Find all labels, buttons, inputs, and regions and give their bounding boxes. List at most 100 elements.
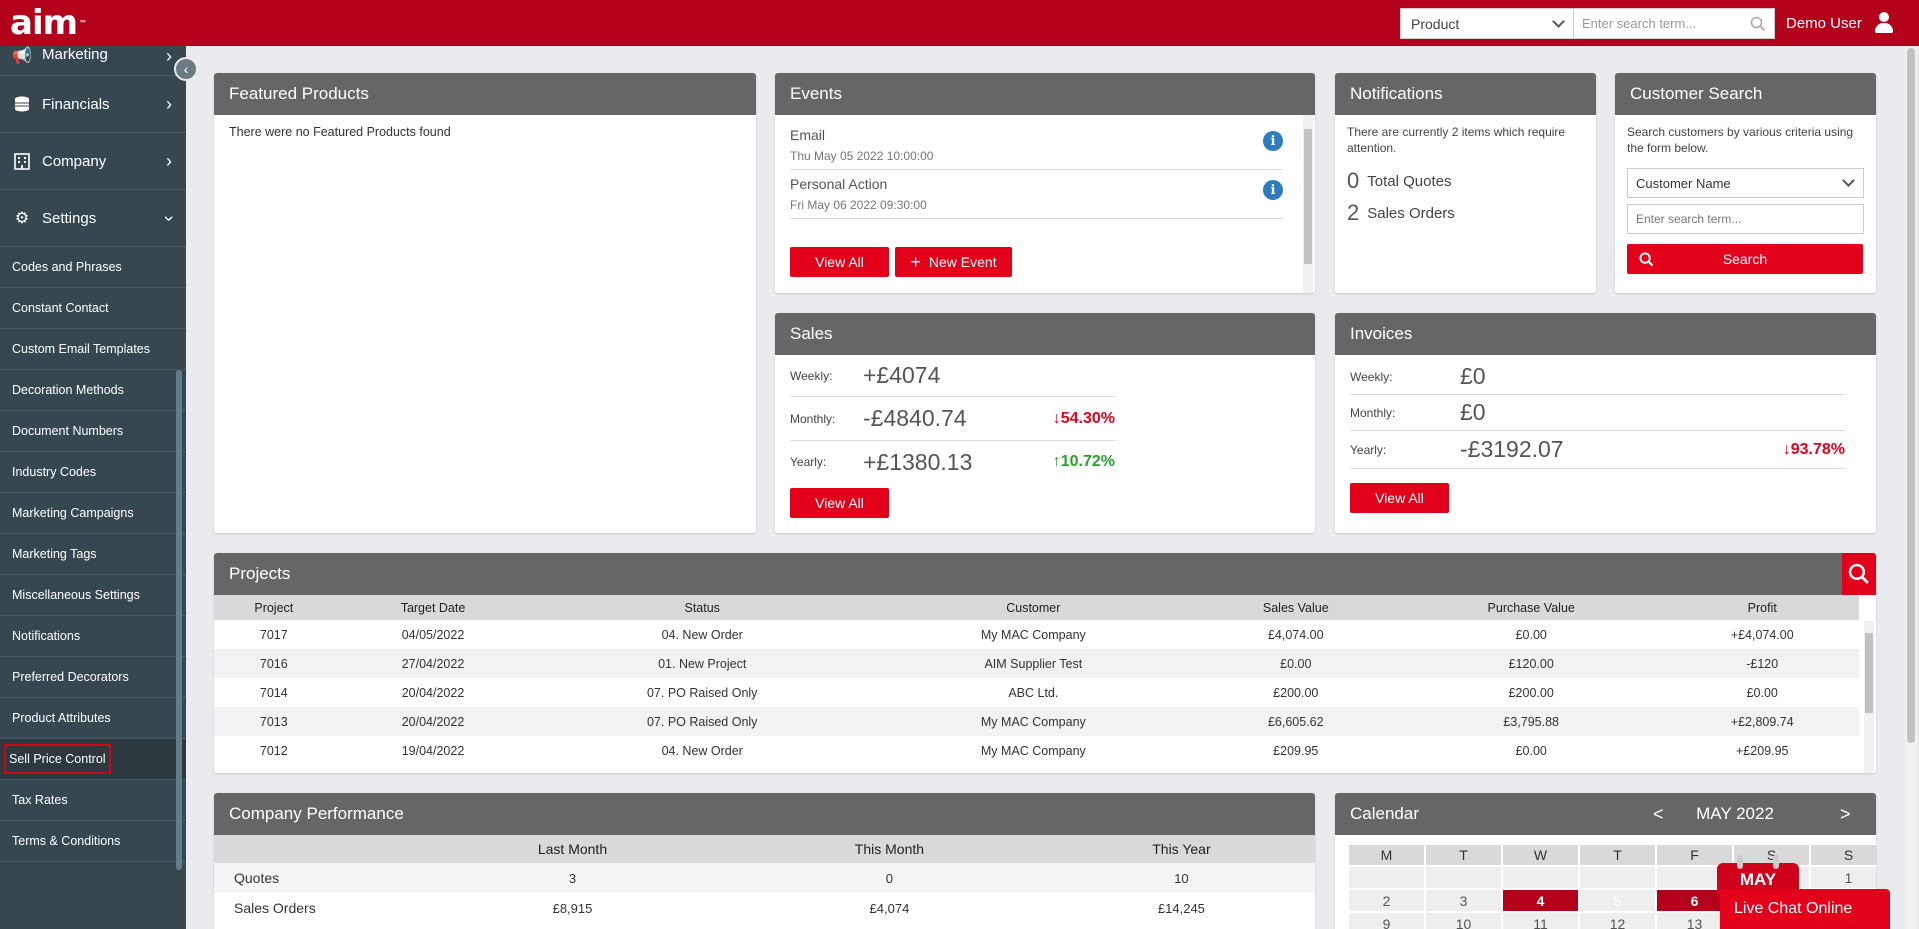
projects-search-button[interactable]: [1842, 553, 1876, 595]
sidebar-item-codes-and-phrases[interactable]: Codes and Phrases: [0, 247, 186, 288]
info-icon[interactable]: i: [1263, 131, 1283, 151]
column-header[interactable]: Status: [532, 595, 873, 620]
invoices-row-yearly: Yearly: -£3192.07 ↓93.78%: [1350, 431, 1845, 469]
chevron-down-icon: [1552, 14, 1565, 28]
notification-item[interactable]: 2 Sales Orders: [1347, 200, 1584, 226]
calendar-day[interactable]: 1: [1811, 867, 1876, 888]
sidebar-item-marketing-campaigns[interactable]: Marketing Campaigns: [0, 493, 186, 534]
this-month: £4,074: [869, 900, 910, 916]
weekday-header: W: [1503, 845, 1578, 865]
sidebar-section-company[interactable]: Company ›: [0, 133, 186, 190]
calendar-day[interactable]: 11: [1503, 913, 1578, 929]
sidebar-section-label: Company: [42, 152, 107, 170]
sales-row-monthly: Monthly: -£4840.74 ↓54.30%: [790, 397, 1115, 441]
page-scrollbar[interactable]: [1905, 46, 1917, 929]
sidebar-item-constant-contact[interactable]: Constant Contact: [0, 288, 186, 329]
sidebar-item-industry-codes[interactable]: Industry Codes: [0, 452, 186, 493]
calendar-day[interactable]: 2: [1349, 890, 1424, 911]
calendar-day[interactable]: 9: [1349, 913, 1424, 929]
sidebar-item-miscellaneous-settings[interactable]: Miscellaneous Settings: [0, 575, 186, 616]
sidebar-section-financials[interactable]: Financials ›: [0, 76, 186, 133]
column-header[interactable]: Purchase Value: [1396, 595, 1666, 620]
project-id-link[interactable]: 7013: [214, 707, 334, 736]
table-row[interactable]: 7013 20/04/2022 07. PO Raised Only My MA…: [214, 707, 1859, 736]
sidebar-collapse-button[interactable]: ‹: [174, 57, 198, 81]
invoices-view-all-button[interactable]: View All: [1350, 483, 1449, 513]
aim-logo[interactable]: aim ™: [10, 3, 87, 43]
project-id-link[interactable]: 7012: [259, 743, 288, 758]
project-id-link[interactable]: 7017: [259, 627, 288, 642]
sidebar-item-tax-rates[interactable]: Tax Rates: [0, 780, 186, 821]
calendar-day[interactable]: 12: [1580, 913, 1655, 929]
calendar-day[interactable]: 10: [1426, 913, 1501, 929]
column-header[interactable]: Project: [214, 595, 334, 620]
project-id-link[interactable]: 7014: [259, 685, 288, 700]
weekday-header: F: [1657, 845, 1732, 865]
calendar-day-event[interactable]: 4: [1503, 890, 1578, 911]
calendar-prev-button[interactable]: <: [1653, 803, 1664, 824]
sidebar-item-document-numbers[interactable]: Document Numbers: [0, 411, 186, 452]
event-title: Email: [790, 127, 826, 143]
table-row: Quotes 3 0 10: [214, 863, 1315, 893]
column-header[interactable]: Sales Value: [1194, 595, 1397, 620]
search-type-select[interactable]: Product: [1401, 9, 1574, 38]
project-id-link[interactable]: 7016: [214, 649, 334, 678]
customer-search-input[interactable]: Enter search term...: [1627, 204, 1864, 234]
column-header[interactable]: Customer: [872, 595, 1195, 620]
table-row[interactable]: 7014 20/04/2022 07. PO Raised Only ABC L…: [214, 678, 1859, 707]
profit: +£4,074.00: [1730, 627, 1794, 642]
logo-trademark: ™: [79, 18, 87, 28]
new-event-button[interactable]: + New Event: [895, 247, 1012, 277]
customer-search-panel: Customer Search Search customers by vari…: [1615, 73, 1876, 293]
events-view-all-button[interactable]: View All: [790, 247, 889, 277]
calendar-day-today[interactable]: 5: [1580, 890, 1655, 911]
sales-value: £0.00: [1194, 649, 1397, 678]
sidebar-item-decoration-methods[interactable]: Decoration Methods: [0, 370, 186, 411]
invoices-label: Monthly:: [1350, 405, 1396, 420]
user-menu[interactable]: Demo User: [1786, 0, 1894, 46]
calendar-next-button[interactable]: >: [1840, 803, 1851, 824]
event-item[interactable]: Personal Action Fri May 06 2022 09:30:00…: [790, 170, 1283, 219]
events-scrollbar[interactable]: [1303, 115, 1313, 293]
building-icon: [12, 152, 32, 170]
global-search-input[interactable]: Enter search term...: [1574, 9, 1774, 38]
sales-view-all-button[interactable]: View All: [790, 488, 889, 518]
sidebar-item-sell-price-control[interactable]: Sell Price Control: [0, 739, 186, 780]
sidebar-item-marketing-tags[interactable]: Marketing Tags: [0, 534, 186, 575]
calendar-day[interactable]: 13: [1657, 913, 1732, 929]
column-header[interactable]: Profit: [1665, 595, 1859, 620]
table-row[interactable]: 7017 04/05/2022 04. New Order My MAC Com…: [214, 620, 1859, 649]
row-label: Quotes: [214, 863, 414, 893]
event-item[interactable]: Email Thu May 05 2022 10:00:00 i: [790, 121, 1283, 170]
search-icon[interactable]: [1750, 16, 1766, 32]
table-row[interactable]: 7012 19/04/2022 04. New Order My MAC Com…: [214, 736, 1859, 765]
events-panel: Events Email Thu May 05 2022 10:00:00 i …: [775, 73, 1315, 293]
calendar-day[interactable]: 3: [1426, 890, 1501, 911]
info-icon[interactable]: i: [1263, 180, 1283, 200]
customer-search-criteria-select[interactable]: Customer Name: [1627, 168, 1864, 198]
sidebar-scrollbar[interactable]: [176, 370, 182, 870]
calendar-day-event[interactable]: 6: [1657, 890, 1732, 911]
sidebar-section-settings[interactable]: ⚙ Settings ›: [0, 190, 186, 247]
panel-title: Notifications: [1335, 73, 1596, 115]
customer-search-button[interactable]: Search: [1627, 244, 1863, 274]
panel-title: Events: [775, 73, 1315, 115]
sidebar-item-custom-email-templates[interactable]: Custom Email Templates: [0, 329, 186, 370]
row-label: Sales Orders: [234, 900, 316, 916]
customer: My MAC Company: [980, 627, 1086, 642]
sidebar-section-marketing[interactable]: 📢 Marketing ›: [0, 46, 186, 76]
table-row[interactable]: 7016 27/04/2022 01. New Project AIM Supp…: [214, 649, 1859, 678]
calendar-day: [1657, 867, 1732, 888]
column-header[interactable]: Target Date: [333, 595, 533, 620]
notification-item[interactable]: 0 Total Quotes: [1347, 168, 1584, 194]
projects-scrollbar[interactable]: [1864, 621, 1874, 773]
sidebar-item-product-attributes[interactable]: Product Attributes: [0, 698, 186, 739]
sidebar-item-notifications[interactable]: Notifications: [0, 616, 186, 657]
profit: -£120: [1665, 649, 1859, 678]
customer: ABC Ltd.: [1008, 685, 1059, 700]
sidebar-item-terms-and-conditions[interactable]: Terms & Conditions: [0, 821, 186, 862]
user-name: Demo User: [1786, 14, 1862, 32]
chevron-right-icon: ›: [166, 150, 172, 171]
sidebar-item-preferred-decorators[interactable]: Preferred Decorators: [0, 657, 186, 698]
live-chat-button[interactable]: Live Chat Online: [1720, 889, 1890, 929]
